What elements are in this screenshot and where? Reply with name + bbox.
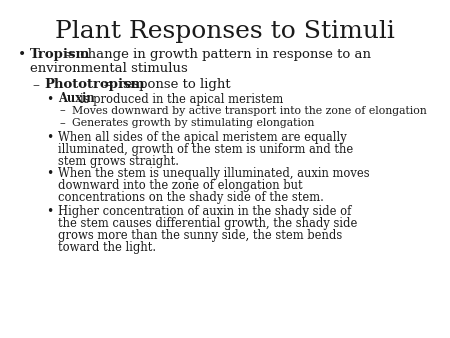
- Text: •: •: [46, 204, 53, 217]
- Text: •: •: [46, 168, 53, 180]
- Text: Phototropism: Phototropism: [44, 78, 144, 91]
- Text: When all sides of the apical meristem are equally: When all sides of the apical meristem ar…: [58, 130, 347, 144]
- Text: –: –: [60, 105, 66, 116]
- Text: Higher concentration of auxin in the shady side of: Higher concentration of auxin in the sha…: [58, 204, 351, 217]
- Text: illuminated, growth of the stem is uniform and the: illuminated, growth of the stem is unifo…: [58, 143, 353, 155]
- Text: When the stem is unequally illuminated, auxin moves: When the stem is unequally illuminated, …: [58, 168, 369, 180]
- Text: Moves downward by active transport into the zone of elongation: Moves downward by active transport into …: [72, 105, 427, 116]
- Text: stem grows straight.: stem grows straight.: [58, 154, 179, 168]
- Text: •: •: [46, 93, 53, 105]
- Text: –: –: [60, 118, 66, 128]
- Text: –: –: [32, 78, 39, 92]
- Text: is produced in the apical meristem: is produced in the apical meristem: [80, 93, 283, 105]
- Text: Auxin: Auxin: [58, 93, 95, 105]
- Text: = change in growth pattern in response to an: = change in growth pattern in response t…: [65, 48, 371, 61]
- Text: grows more than the sunny side, the stem bends: grows more than the sunny side, the stem…: [58, 228, 342, 241]
- Text: the stem causes differential growth, the shady side: the stem causes differential growth, the…: [58, 217, 357, 230]
- Text: environmental stimulus: environmental stimulus: [30, 62, 188, 74]
- Text: Plant Responses to Stimuli: Plant Responses to Stimuli: [55, 20, 395, 43]
- Text: •: •: [18, 48, 26, 62]
- Text: downward into the zone of elongation but: downward into the zone of elongation but: [58, 179, 302, 193]
- Text: concentrations on the shady side of the stem.: concentrations on the shady side of the …: [58, 192, 324, 204]
- Text: = response to light: = response to light: [104, 78, 231, 91]
- Text: toward the light.: toward the light.: [58, 241, 156, 254]
- Text: •: •: [46, 130, 53, 144]
- Text: Tropism: Tropism: [30, 48, 90, 61]
- Text: Generates growth by stimulating elongation: Generates growth by stimulating elongati…: [72, 118, 315, 128]
